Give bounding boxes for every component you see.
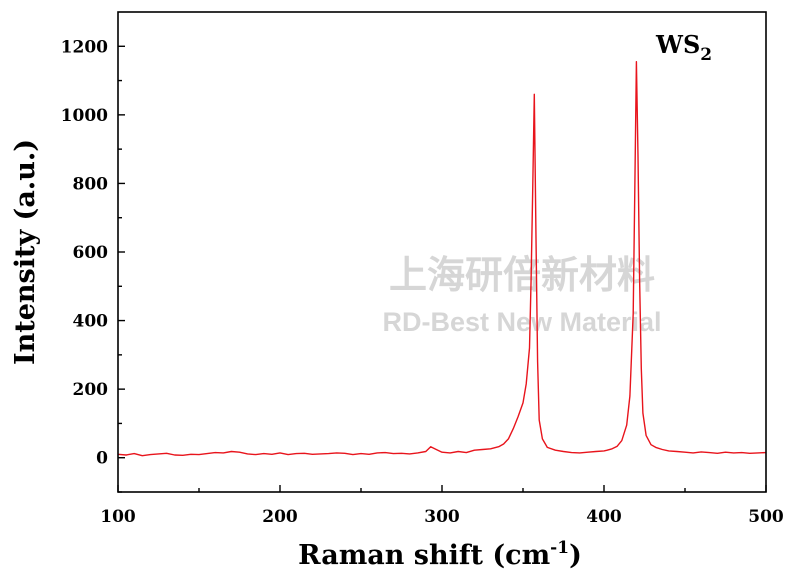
ticks-layer: 100 200 300 400 500 0 200 400 600 800 1000 1200 <box>61 37 784 527</box>
series-line <box>117 61 767 457</box>
x-axis-title-suffix: ) <box>569 540 582 571</box>
watermark-cn: 上海研倍新材料 <box>389 253 655 297</box>
sample-label: WS2 <box>655 30 712 65</box>
y-tick-label: 800 <box>73 174 109 194</box>
y-tick-label: 1200 <box>61 37 108 57</box>
x-axis-title-main: Raman shift (cm <box>298 540 550 571</box>
x-axis-title-superscript: -1 <box>550 538 569 558</box>
x-tick-label: 400 <box>586 507 622 527</box>
sample-label-main: WS <box>655 30 700 59</box>
x-tick-label: 300 <box>424 507 460 527</box>
x-tick-label: 100 <box>100 507 136 527</box>
sample-label-subscript: 2 <box>700 45 712 65</box>
watermark-en: RD-Best New Material <box>382 307 661 337</box>
x-tick-label: 500 <box>748 507 784 527</box>
y-tick-label: 600 <box>73 243 109 263</box>
y-tick-label: 1000 <box>61 106 108 126</box>
y-tick-label: 200 <box>73 380 109 400</box>
watermark: 上海研倍新材料 RD-Best New Material <box>382 253 661 337</box>
y-tick-label: 0 <box>96 449 108 469</box>
y-axis-title: Intensity (a.u.) <box>10 139 41 365</box>
series-layer <box>117 61 767 457</box>
plot-frame <box>117 11 767 493</box>
x-axis-title: Raman shift (cm-1) <box>298 538 582 571</box>
y-tick-label: 400 <box>73 312 109 332</box>
x-tick-label: 200 <box>262 507 298 527</box>
